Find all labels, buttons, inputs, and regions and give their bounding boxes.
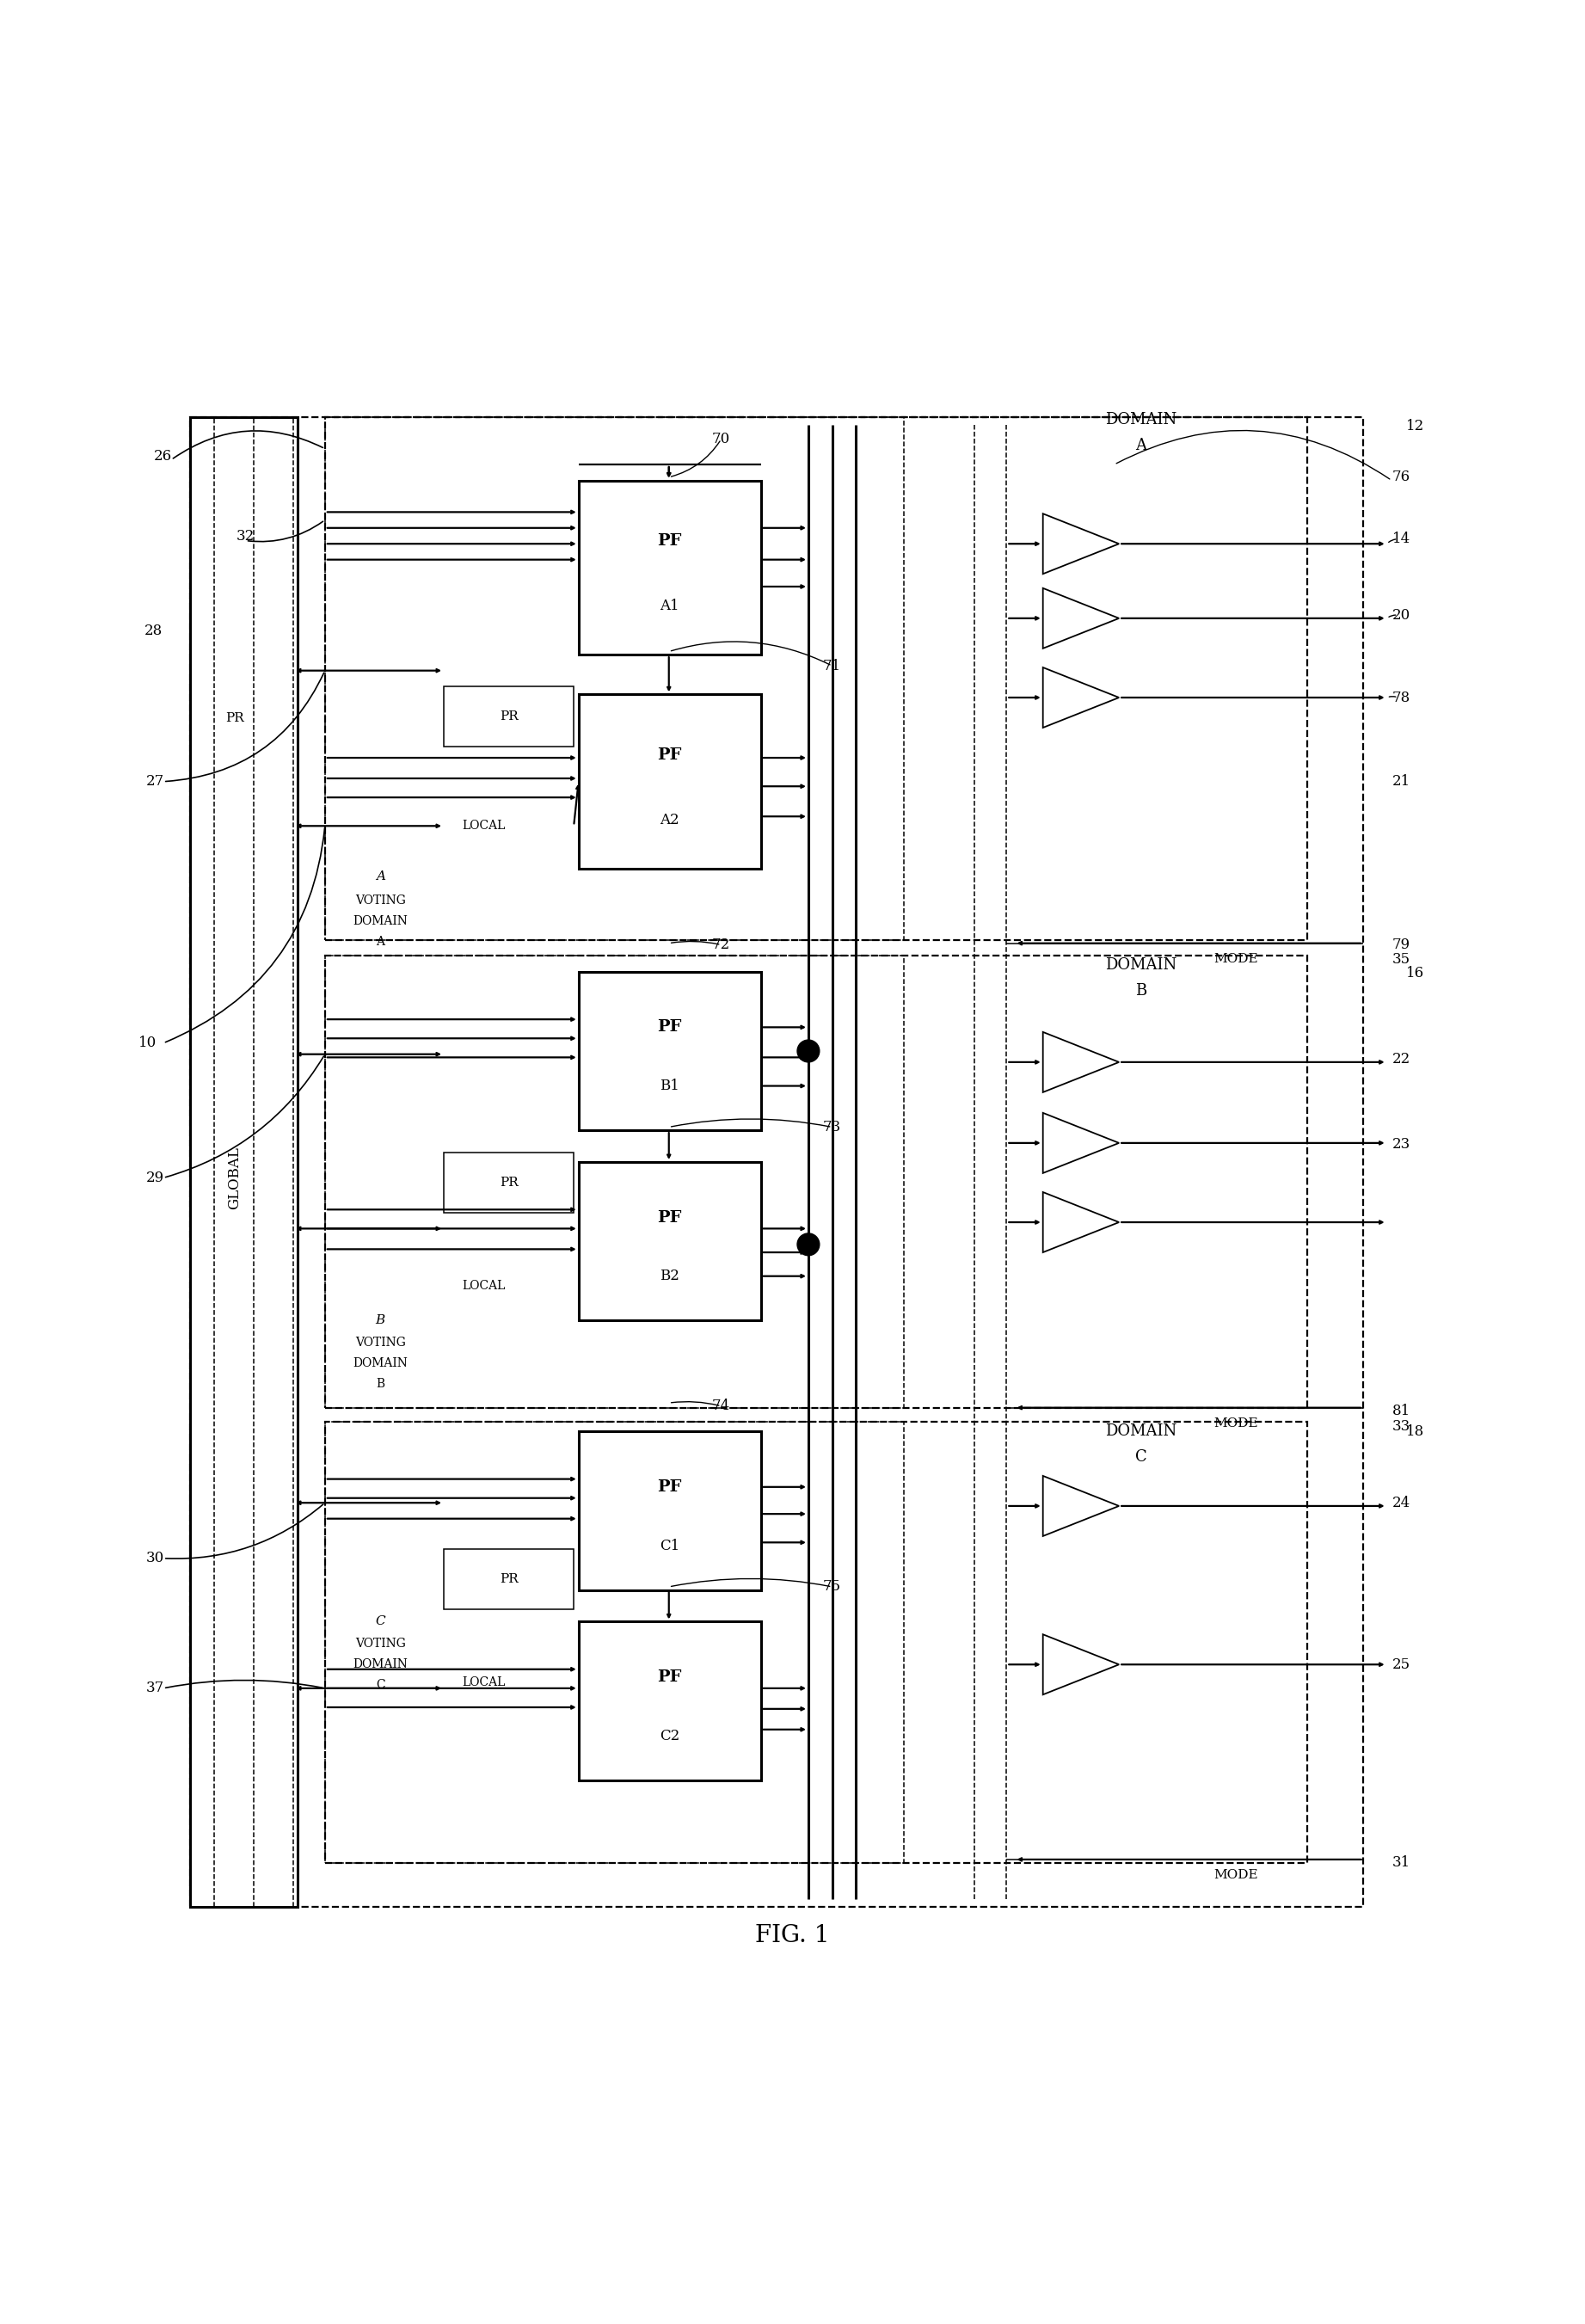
Text: 37: 37 bbox=[146, 1680, 165, 1697]
Text: PF: PF bbox=[658, 535, 682, 548]
Text: VOTING: VOTING bbox=[355, 1638, 406, 1650]
Text: VOTING: VOTING bbox=[355, 895, 406, 906]
Text: A: A bbox=[376, 937, 385, 948]
Text: C2: C2 bbox=[659, 1729, 680, 1743]
Text: 79: 79 bbox=[1392, 937, 1411, 953]
Text: 75: 75 bbox=[823, 1580, 842, 1594]
Text: 12: 12 bbox=[1406, 418, 1425, 435]
Text: A: A bbox=[1135, 437, 1148, 453]
Bar bbox=[190, 416, 298, 1908]
Circle shape bbox=[797, 1234, 819, 1255]
Text: LOCAL: LOCAL bbox=[461, 1281, 506, 1292]
Bar bbox=[325, 1422, 1308, 1862]
Bar bbox=[579, 695, 761, 869]
Text: PR: PR bbox=[499, 711, 518, 723]
Text: PR: PR bbox=[499, 1573, 518, 1585]
Text: 73: 73 bbox=[823, 1120, 842, 1134]
Text: C: C bbox=[1135, 1450, 1148, 1464]
Text: 33: 33 bbox=[1392, 1420, 1411, 1434]
Text: 18: 18 bbox=[1406, 1425, 1425, 1439]
Bar bbox=[579, 481, 761, 655]
Text: LOCAL: LOCAL bbox=[461, 1676, 506, 1687]
Text: 27: 27 bbox=[146, 774, 165, 788]
Bar bbox=[579, 1622, 761, 1780]
Text: A: A bbox=[376, 872, 385, 883]
Text: DOMAIN: DOMAIN bbox=[353, 1357, 407, 1369]
Text: 16: 16 bbox=[1406, 967, 1425, 981]
Text: C: C bbox=[376, 1678, 385, 1692]
Bar bbox=[325, 416, 903, 941]
Text: 71: 71 bbox=[823, 658, 842, 674]
Text: DOMAIN: DOMAIN bbox=[1105, 411, 1178, 428]
Text: 76: 76 bbox=[1392, 469, 1411, 483]
Text: PF: PF bbox=[658, 1211, 682, 1225]
Text: B2: B2 bbox=[659, 1269, 680, 1283]
Bar bbox=[444, 686, 574, 746]
Bar bbox=[444, 1548, 574, 1608]
Text: 31: 31 bbox=[1392, 1855, 1411, 1871]
Bar bbox=[325, 955, 1308, 1408]
Bar bbox=[325, 1422, 903, 1862]
Text: PF: PF bbox=[658, 748, 682, 762]
Bar bbox=[325, 416, 1308, 941]
Text: LOCAL: LOCAL bbox=[461, 820, 506, 832]
Bar bbox=[190, 416, 1363, 1908]
Text: 30: 30 bbox=[146, 1550, 165, 1566]
Text: B1: B1 bbox=[659, 1078, 680, 1092]
Text: 29: 29 bbox=[146, 1171, 165, 1185]
Text: 70: 70 bbox=[712, 432, 731, 446]
Bar bbox=[579, 1162, 761, 1320]
Text: C: C bbox=[376, 1615, 385, 1627]
Text: A1: A1 bbox=[659, 600, 680, 614]
Text: DOMAIN: DOMAIN bbox=[353, 916, 407, 927]
Circle shape bbox=[797, 1039, 819, 1062]
Text: PF: PF bbox=[658, 1020, 682, 1034]
Text: GLOBAL: GLOBAL bbox=[227, 1146, 243, 1208]
Text: DOMAIN: DOMAIN bbox=[1105, 1425, 1178, 1439]
Text: DOMAIN: DOMAIN bbox=[1105, 957, 1178, 974]
Text: MODE: MODE bbox=[1214, 953, 1258, 964]
Text: 25: 25 bbox=[1392, 1657, 1411, 1671]
Text: FIG. 1: FIG. 1 bbox=[756, 1924, 829, 1948]
Text: 78: 78 bbox=[1392, 690, 1411, 704]
Text: PF: PF bbox=[658, 1478, 682, 1494]
Text: VOTING: VOTING bbox=[355, 1336, 406, 1348]
Text: 72: 72 bbox=[712, 937, 731, 953]
Text: 10: 10 bbox=[138, 1037, 157, 1050]
Text: MODE: MODE bbox=[1214, 1868, 1258, 1882]
Text: 28: 28 bbox=[144, 623, 163, 639]
Text: 32: 32 bbox=[236, 528, 255, 544]
Text: 81: 81 bbox=[1392, 1404, 1411, 1418]
Text: A2: A2 bbox=[659, 813, 680, 827]
Text: 26: 26 bbox=[154, 449, 173, 465]
Bar bbox=[444, 1153, 574, 1213]
Text: 20: 20 bbox=[1392, 609, 1411, 623]
Text: PR: PR bbox=[225, 711, 244, 725]
Text: PF: PF bbox=[658, 1669, 682, 1685]
Text: 21: 21 bbox=[1392, 774, 1411, 788]
Text: PR: PR bbox=[499, 1176, 518, 1188]
Bar bbox=[325, 955, 903, 1408]
Text: B: B bbox=[376, 1315, 385, 1327]
Text: DOMAIN: DOMAIN bbox=[353, 1659, 407, 1671]
Text: 24: 24 bbox=[1392, 1497, 1411, 1511]
Text: C1: C1 bbox=[659, 1538, 680, 1552]
Text: B: B bbox=[1135, 983, 1148, 999]
Text: 22: 22 bbox=[1392, 1053, 1411, 1067]
Text: B: B bbox=[376, 1378, 385, 1390]
Text: 35: 35 bbox=[1392, 953, 1411, 967]
Bar bbox=[579, 1432, 761, 1590]
Text: 23: 23 bbox=[1392, 1136, 1411, 1153]
Bar bbox=[579, 971, 761, 1129]
Text: MODE: MODE bbox=[1214, 1418, 1258, 1429]
Text: 74: 74 bbox=[712, 1399, 731, 1413]
Text: 14: 14 bbox=[1392, 532, 1411, 546]
